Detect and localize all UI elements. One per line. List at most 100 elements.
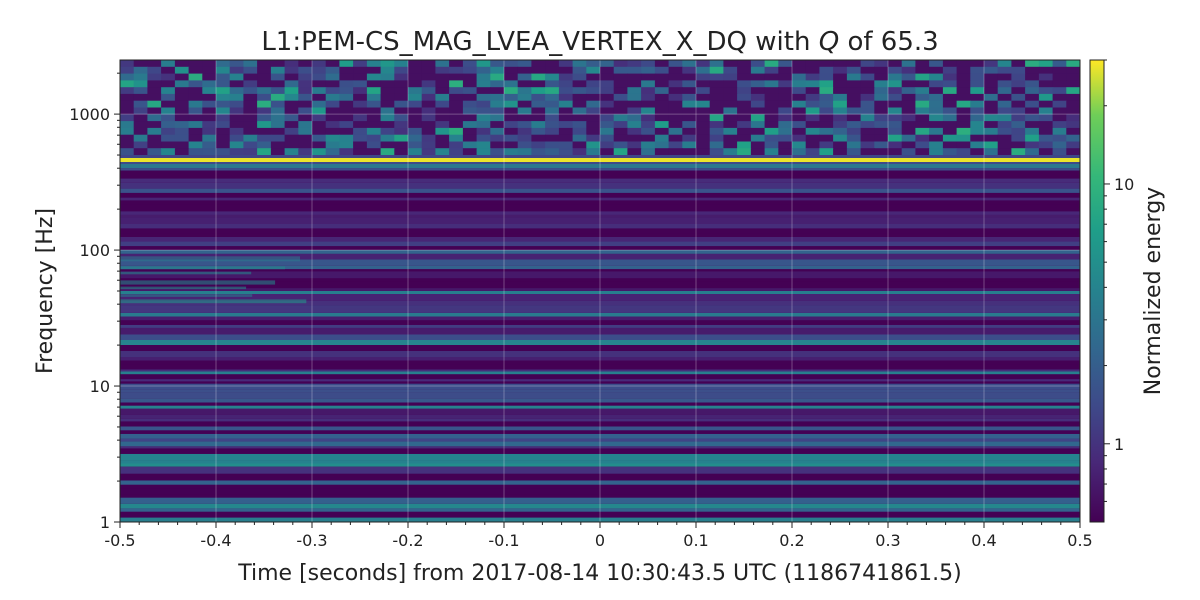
heatmap-noise-cell	[572, 107, 587, 115]
heatmap-noise-cell	[188, 114, 203, 122]
heatmap-noise-cell	[421, 127, 436, 136]
heatmap-noise-cell	[216, 93, 231, 102]
heatmap-noise-cell	[613, 66, 628, 75]
heatmap-noise-cell	[174, 141, 190, 149]
heatmap-band	[120, 345, 1080, 351]
heatmap-noise-cell	[120, 134, 135, 143]
heatmap-noise-cell	[133, 87, 148, 95]
heatmap-noise-cell	[792, 148, 807, 156]
heatmap-noise-cell	[449, 60, 464, 68]
heatmap-noise-cell	[490, 114, 505, 122]
heatmap-band	[120, 288, 1080, 291]
heatmap-noise-cell	[490, 121, 505, 129]
heatmap-noise-cell	[1038, 134, 1054, 143]
heatmap-noise-cell	[888, 73, 903, 81]
heatmap-noise-cell	[1038, 121, 1054, 129]
heatmap-noise-cell	[161, 114, 176, 122]
heatmap-noise-cell	[476, 107, 491, 115]
heatmap-noise-cell	[723, 127, 738, 136]
heatmap-noise-cell	[257, 60, 272, 68]
heatmap-noise-cell	[421, 114, 436, 122]
heatmap-noise-cell	[120, 107, 135, 115]
heatmap-noise-cell	[956, 100, 971, 109]
heatmap-band	[120, 334, 1080, 340]
heatmap-noise-cell	[161, 60, 176, 68]
heatmap-noise-cell	[792, 121, 807, 129]
heatmap-noise-cell	[325, 141, 340, 149]
heatmap-band	[120, 463, 1080, 467]
heatmap-noise-cell	[1025, 141, 1040, 149]
x-tick-label: 0.2	[779, 531, 804, 550]
heatmap-noise-cell	[1066, 80, 1080, 88]
heatmap-noise-cell	[682, 100, 697, 109]
heatmap-noise-cell	[997, 114, 1012, 122]
heatmap-noise-cell	[1066, 60, 1080, 68]
heatmap-band	[120, 438, 1080, 442]
heatmap-noise-cell	[531, 93, 546, 102]
heatmap-band	[120, 340, 1080, 345]
title-suffix: of 65.3	[839, 27, 938, 57]
heatmap-noise-cell	[613, 134, 628, 143]
heatmap-noise-cell	[641, 93, 656, 102]
heatmap-noise-cell	[778, 134, 793, 143]
heatmap-noise-cell	[517, 134, 532, 143]
heatmap-noise-cell	[860, 141, 875, 149]
heatmap-noise-cell	[929, 107, 944, 115]
heatmap-noise-cell	[421, 100, 436, 109]
heatmap-noise-cell	[1011, 60, 1026, 68]
chart-title: L1:PEM-CS_MAG_LVEA_VERTEX_X_DQ with Q of…	[261, 27, 938, 57]
heatmap-noise-cell	[682, 60, 697, 68]
heatmap-noise-cell	[956, 114, 971, 122]
heatmap-noise-cell	[600, 87, 615, 95]
heatmap-noise-cell	[668, 121, 683, 129]
heatmap-noise-cell	[874, 66, 889, 75]
heatmap-noise-cell	[984, 80, 999, 88]
heatmap-noise-cell	[778, 60, 793, 68]
heatmap-band	[120, 188, 1080, 193]
heatmap-noise-cell	[408, 66, 423, 75]
heatmap-noise-cell	[216, 87, 231, 95]
heatmap-band	[120, 308, 1080, 313]
heatmap-noise-cell	[490, 87, 505, 95]
heatmap-noise-cell	[750, 80, 766, 88]
heatmap-noise-cell	[942, 100, 958, 109]
heatmap-noise-cell	[216, 80, 231, 88]
heatmap-noise-cell	[792, 134, 807, 143]
heatmap-noise-cell	[174, 134, 190, 143]
heatmap-noise-cell	[312, 141, 327, 149]
heatmap-noise-cell	[860, 134, 875, 143]
heatmap-noise-cell	[216, 127, 231, 136]
heatmap-noise-cell	[586, 60, 601, 68]
heatmap-noise-cell	[792, 141, 807, 149]
heatmap-noise-cell	[366, 148, 382, 156]
heatmap-noise-cell	[613, 87, 628, 95]
heatmap-noise-cell	[339, 134, 354, 143]
heatmap-noise-cell	[462, 148, 478, 156]
heatmap-noise-cell	[970, 66, 985, 75]
heatmap-noise-cell	[421, 87, 436, 95]
heatmap-noise-cell	[888, 60, 903, 68]
heatmap-noise-cell	[476, 121, 491, 129]
heatmap-noise-cell	[188, 148, 203, 156]
heatmap-noise-cell	[696, 87, 711, 95]
heatmap-noise-cell	[668, 114, 683, 122]
heatmap-noise-cell	[243, 134, 258, 143]
heatmap-noise-cell	[764, 80, 779, 88]
heatmap-noise-cell	[462, 60, 478, 68]
heatmap-noise-cell	[366, 114, 382, 122]
heatmap-noise-cell	[421, 148, 436, 156]
heatmap-noise-cell	[764, 141, 779, 149]
heatmap-noise-cell	[504, 148, 519, 156]
heatmap-noise-cell	[901, 100, 916, 109]
heatmap-noise-cell	[531, 87, 546, 95]
heatmap-noise-cell	[600, 100, 615, 109]
heatmap-band	[120, 173, 1080, 179]
heatmap-noise-cell	[325, 87, 340, 95]
heatmap-band	[120, 414, 1080, 419]
heatmap-noise-cell	[984, 127, 999, 136]
heatmap-noise-cell	[435, 127, 450, 136]
heatmap-noise-cell	[942, 93, 958, 102]
heatmap-noise-cell	[929, 114, 944, 122]
heatmap-noise-cell	[668, 127, 683, 136]
heatmap-noise-cell	[243, 141, 258, 149]
